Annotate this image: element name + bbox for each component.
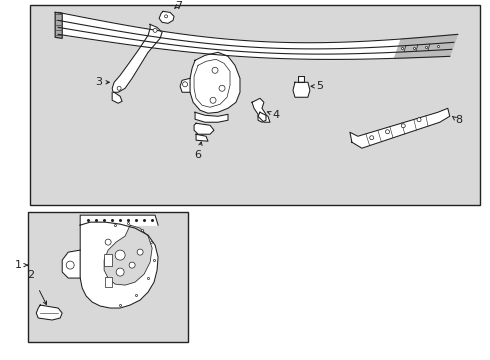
Circle shape: [417, 118, 421, 122]
Polygon shape: [434, 35, 446, 57]
Polygon shape: [293, 82, 310, 97]
Bar: [105, 277, 112, 287]
Polygon shape: [446, 34, 458, 57]
Polygon shape: [394, 39, 405, 58]
Polygon shape: [190, 52, 240, 113]
Polygon shape: [410, 37, 421, 58]
Polygon shape: [438, 35, 450, 57]
Polygon shape: [398, 39, 409, 58]
Polygon shape: [422, 36, 434, 57]
Text: 7: 7: [175, 1, 182, 12]
Polygon shape: [196, 134, 208, 141]
Polygon shape: [58, 12, 458, 59]
Polygon shape: [36, 305, 62, 320]
Circle shape: [210, 97, 216, 103]
Circle shape: [386, 130, 390, 134]
Circle shape: [66, 261, 74, 269]
Circle shape: [401, 124, 405, 128]
Polygon shape: [80, 222, 158, 308]
Polygon shape: [80, 215, 158, 225]
Circle shape: [115, 250, 125, 260]
Text: 1: 1: [15, 260, 22, 270]
Bar: [28, 212, 188, 342]
Polygon shape: [159, 12, 174, 23]
Circle shape: [105, 239, 111, 245]
Circle shape: [129, 262, 135, 268]
Polygon shape: [112, 24, 162, 92]
Text: 4: 4: [272, 110, 279, 120]
Polygon shape: [252, 98, 266, 122]
Polygon shape: [298, 76, 304, 82]
Polygon shape: [418, 37, 430, 58]
Polygon shape: [406, 38, 417, 58]
Text: 8: 8: [455, 115, 462, 125]
Polygon shape: [195, 112, 228, 122]
Circle shape: [183, 82, 188, 87]
Circle shape: [153, 28, 157, 32]
Polygon shape: [194, 123, 214, 134]
Polygon shape: [62, 250, 80, 278]
Circle shape: [219, 85, 225, 91]
Polygon shape: [442, 35, 454, 57]
Polygon shape: [258, 112, 270, 122]
Circle shape: [117, 86, 121, 90]
Text: 5: 5: [316, 81, 323, 91]
Polygon shape: [402, 38, 414, 58]
Polygon shape: [180, 78, 190, 92]
Polygon shape: [55, 12, 62, 38]
Circle shape: [370, 136, 374, 140]
Polygon shape: [414, 37, 425, 58]
Polygon shape: [426, 36, 438, 57]
Polygon shape: [350, 108, 450, 148]
Text: 3: 3: [95, 77, 102, 87]
Bar: [104, 254, 112, 266]
Circle shape: [165, 15, 168, 18]
Circle shape: [212, 67, 218, 73]
Circle shape: [137, 249, 143, 255]
Polygon shape: [112, 92, 122, 103]
Text: 2: 2: [27, 270, 34, 280]
Bar: [30, 5, 480, 205]
Circle shape: [116, 268, 124, 276]
Text: 6: 6: [195, 150, 201, 160]
Polygon shape: [430, 36, 441, 57]
Polygon shape: [104, 225, 152, 285]
